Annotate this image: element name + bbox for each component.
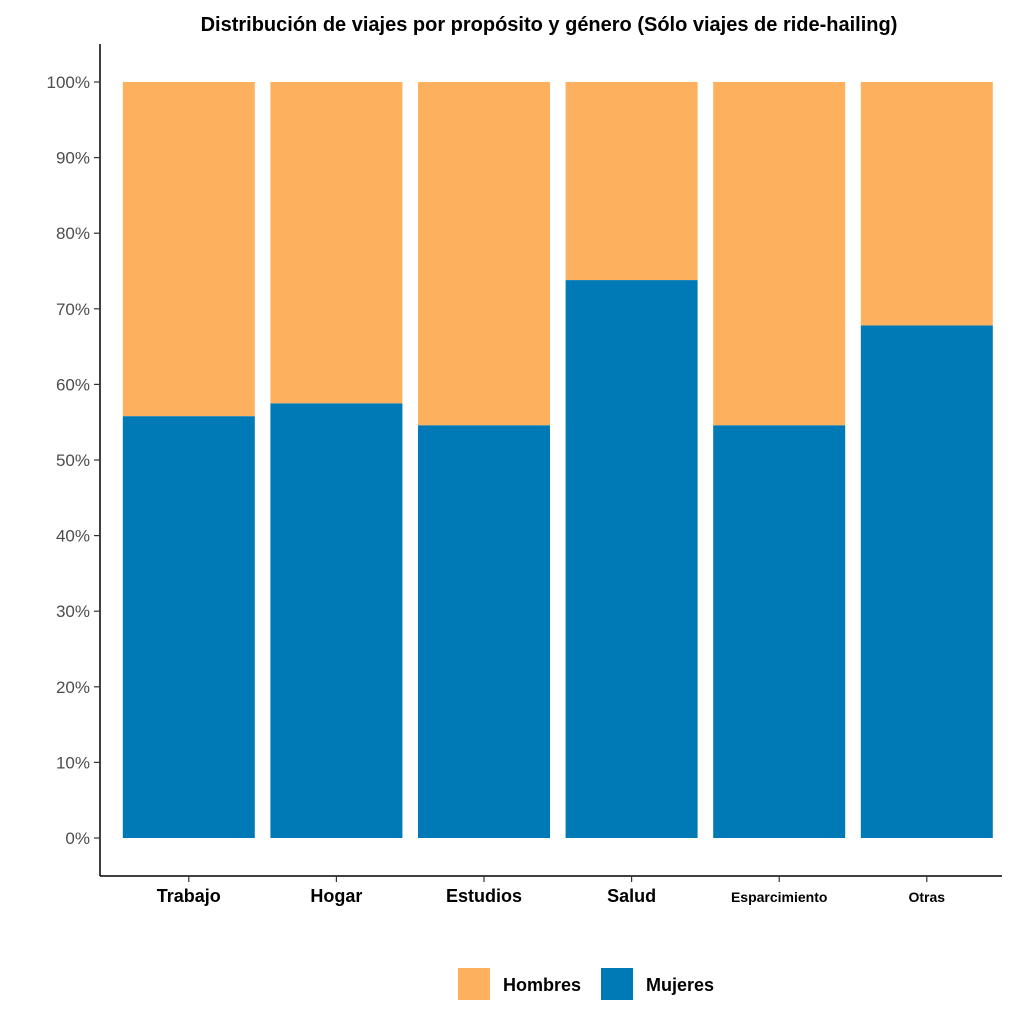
x-tick-label: Salud — [607, 886, 656, 906]
x-tick-label: Trabajo — [157, 886, 221, 906]
y-tick-label: 40% — [56, 527, 90, 546]
bar-estudios-hombres — [418, 82, 550, 426]
x-tick-label: Otras — [909, 889, 946, 905]
bar-estudios-mujeres — [418, 425, 550, 838]
bar-hogar-hombres — [270, 82, 403, 404]
chart-title: Distribución de viajes por propósito y g… — [201, 14, 898, 36]
y-tick-label: 30% — [56, 602, 90, 621]
bar-hogar-mujeres — [270, 403, 403, 838]
x-axis: Trabajo Hogar Estudios Salud Esparcimiento Ot… — [100, 875, 1002, 906]
legend-label-hombres: Hombres — [503, 975, 581, 995]
y-tick-label: 10% — [56, 753, 90, 772]
y-tick-label: 50% — [56, 451, 90, 470]
bar-trabajo-mujeres — [122, 416, 255, 838]
legend-swatch-hombres — [458, 968, 490, 1000]
bar-salud-hombres — [565, 82, 698, 281]
y-tick-label: 100% — [47, 73, 90, 92]
legend-swatch-mujeres — [601, 968, 633, 1000]
bar-otras-hombres — [860, 82, 993, 326]
bars-group — [122, 82, 993, 838]
y-tick-label: 0% — [65, 829, 90, 848]
bar-otras-mujeres — [860, 325, 993, 838]
bar-esparcimiento-mujeres — [713, 425, 846, 838]
legend: Hombres Mujeres — [458, 968, 714, 1000]
y-tick-label: 70% — [56, 300, 90, 319]
y-tick-label: 20% — [56, 678, 90, 697]
x-tick-label: Hogar — [310, 886, 362, 906]
bar-salud-mujeres — [565, 280, 698, 838]
x-tick-label: Esparcimiento — [731, 889, 827, 905]
bar-trabajo-hombres — [122, 82, 255, 417]
legend-label-mujeres: Mujeres — [646, 975, 714, 995]
y-tick-label: 90% — [56, 149, 90, 168]
y-axis: 0% 10% 20% 30% 40% 50% 60% 70% 80% 90% 100% — [47, 44, 101, 876]
y-tick-label: 80% — [56, 224, 90, 243]
x-tick-label: Estudios — [446, 886, 522, 906]
bar-esparcimiento-hombres — [713, 82, 846, 426]
y-tick-label: 60% — [56, 375, 90, 394]
